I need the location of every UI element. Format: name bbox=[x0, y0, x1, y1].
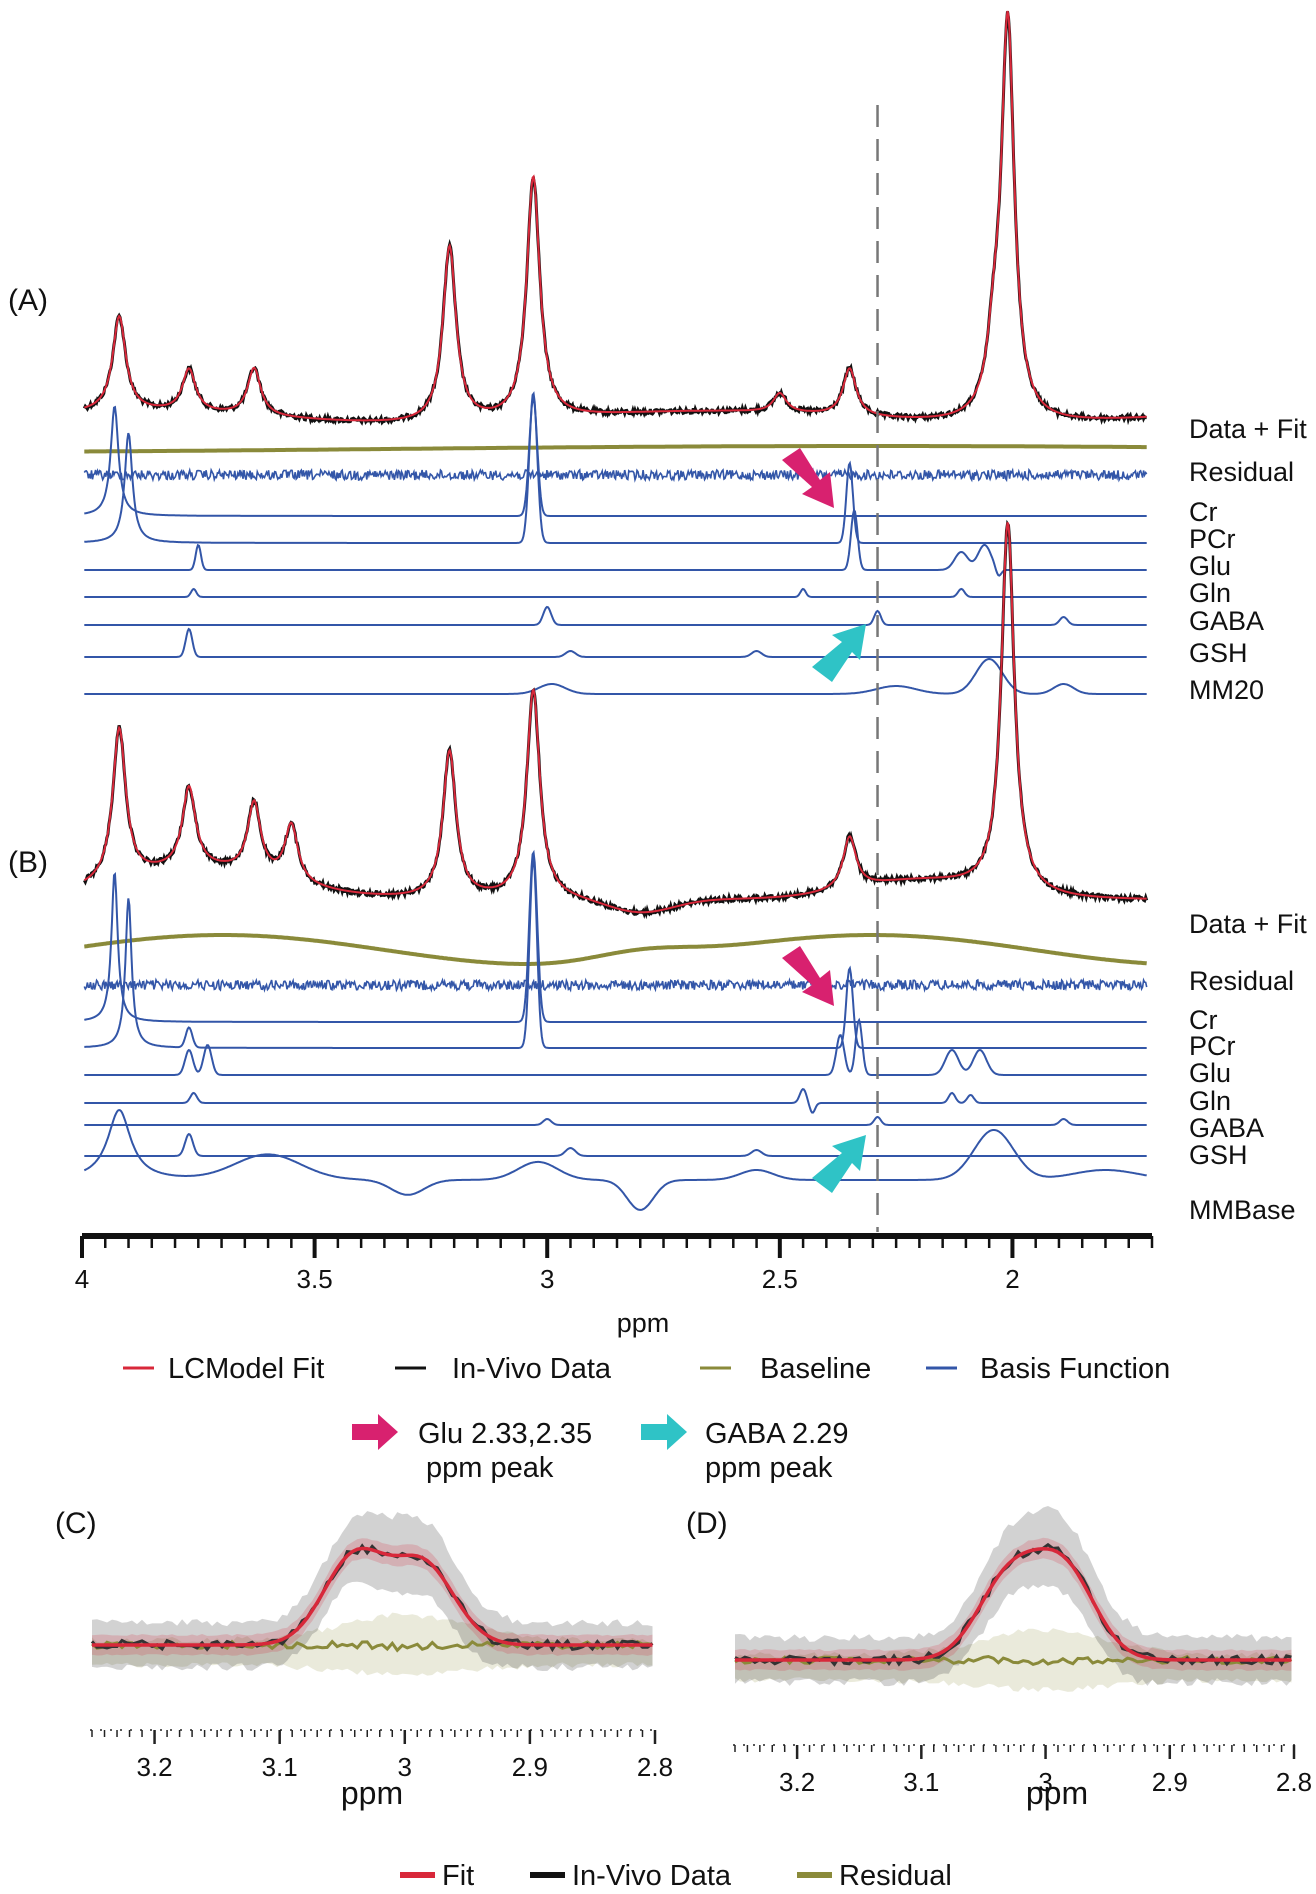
trace-b-basis-gsh bbox=[84, 1132, 1147, 1157]
trace-label-b-mmbase: MMBase bbox=[1189, 1195, 1296, 1225]
trace-label-a-glu: Glu bbox=[1189, 551, 1231, 581]
trace-label-b-glu: Glu bbox=[1189, 1058, 1231, 1088]
band-c-in-vivo-data bbox=[92, 1511, 653, 1671]
trace-b-basis-gln bbox=[84, 1087, 1147, 1114]
legend-bottom-label-in-vivo: In-Vivo Data bbox=[572, 1860, 732, 1892]
arrow-a-gaba-icon bbox=[812, 624, 866, 682]
trace-a-basis-cr bbox=[84, 396, 1147, 517]
trace-a-lcmodel-fit bbox=[84, 10, 1147, 422]
x-axis-c-tick-label: 2.9 bbox=[512, 1752, 548, 1782]
panel-b-trace-labels: Data + Fit Residual Cr PCr Glu Gln GABA … bbox=[1189, 909, 1307, 1225]
trace-label-b-gaba: GABA bbox=[1189, 1113, 1264, 1143]
trace-a-residual bbox=[83, 467, 1148, 484]
x-axis-c-tick-label: 2.8 bbox=[637, 1752, 673, 1782]
panel-b-plot bbox=[82, 519, 1149, 1211]
legend-bottom-label-residual: Residual bbox=[839, 1860, 952, 1892]
panel-a-plot bbox=[82, 10, 1148, 695]
legend-arrow-gaba-icon bbox=[641, 1414, 687, 1450]
x-axis-d-tick-label: 2.9 bbox=[1152, 1767, 1188, 1797]
trace-b-residual bbox=[83, 977, 1148, 993]
plot-area: 4 3.5 3 2.5 2 3.2 3.1 3 2.9 2.8 3.2 3.1 3 2.9 2.8 bbox=[75, 10, 1312, 1797]
trace-b-basis-pcr bbox=[84, 855, 1147, 1049]
trace-b-in-vivo-data bbox=[82, 519, 1149, 920]
panel-d-plot: 3.2 3.1 3 2.9 2.8 bbox=[733, 1506, 1312, 1797]
x-axis-d-tick-label: 2.8 bbox=[1276, 1767, 1312, 1797]
legend-arrow-glu-icon bbox=[352, 1414, 398, 1450]
trace-b-basis-glu bbox=[84, 1017, 1147, 1076]
legend-bottom-label-fit: Fit bbox=[442, 1860, 474, 1892]
legend-label-lcmodel-fit: LCModel Fit bbox=[168, 1353, 324, 1385]
trace-label-b-residual: Residual bbox=[1189, 966, 1294, 996]
trace-a-in-vivo-data bbox=[82, 11, 1147, 426]
panel-label-a: (A) bbox=[8, 284, 48, 317]
trace-label-a-cr: Cr bbox=[1189, 497, 1218, 527]
trace-label-b-data-fit: Data + Fit bbox=[1189, 909, 1307, 939]
trace-a-basis-pcr bbox=[84, 391, 1147, 544]
band-d-in-vivo-data bbox=[735, 1506, 1292, 1687]
x-axis-title-c: ppm bbox=[341, 1775, 403, 1811]
trace-a-basis-gaba bbox=[84, 605, 1147, 626]
legend-main: LCModel Fit In-Vivo Data Baseline Basis … bbox=[123, 1353, 1170, 1385]
trace-d-fit bbox=[735, 1546, 1292, 1662]
band-c-residual bbox=[92, 1612, 653, 1676]
trace-label-b-gsh: GSH bbox=[1189, 1140, 1248, 1170]
x-axis-c-tick-label: 3 bbox=[398, 1752, 412, 1782]
panel-label-b: (B) bbox=[8, 846, 48, 879]
legend-arrow-gaba-line2: ppm peak bbox=[705, 1452, 833, 1484]
legend-arrow-gaba-line1: GABA 2.29 bbox=[705, 1418, 849, 1450]
panel-label-c: (C) bbox=[55, 1507, 97, 1540]
x-axis-d-tick-label: 3 bbox=[1038, 1767, 1052, 1797]
x-axis-main-tick-label: 2.5 bbox=[762, 1264, 798, 1294]
panel-c-plot: 3.2 3.1 3 2.9 2.8 bbox=[90, 1511, 673, 1782]
trace-b-basis-cr bbox=[84, 849, 1147, 1023]
x-axis-main: 4 3.5 3 2.5 2 bbox=[75, 1233, 1154, 1294]
trace-label-a-gsh: GSH bbox=[1189, 638, 1248, 668]
trace-label-a-gln: Gln bbox=[1189, 578, 1231, 608]
trace-c-fit bbox=[92, 1546, 653, 1647]
trace-b-basis-mmbase bbox=[83, 1108, 1147, 1211]
x-axis-main-tick-label: 4 bbox=[75, 1264, 89, 1294]
legend-label-basis-function: Basis Function bbox=[980, 1353, 1170, 1385]
panel-label-d: (D) bbox=[686, 1507, 728, 1540]
trace-label-b-pcr: PCr bbox=[1189, 1031, 1236, 1061]
trace-a-basis-gln bbox=[84, 587, 1147, 598]
trace-a-basis-glu bbox=[84, 507, 1147, 577]
trace-label-a-data-fit: Data + Fit bbox=[1189, 414, 1307, 444]
trace-a-basis-mm20 bbox=[84, 657, 1147, 695]
x-axis-title-d: ppm bbox=[1026, 1775, 1088, 1811]
trace-b-basis-gaba bbox=[84, 1115, 1147, 1126]
arrow-a-glu-icon bbox=[782, 448, 834, 508]
trace-a-basis-gsh bbox=[84, 627, 1147, 658]
x-axis-main-tick-label: 3.5 bbox=[297, 1264, 333, 1294]
trace-label-a-pcr: PCr bbox=[1189, 524, 1236, 554]
band-d-residual bbox=[735, 1628, 1292, 1692]
trace-label-b-cr: Cr bbox=[1189, 1005, 1218, 1035]
trace-label-a-mm20: MM20 bbox=[1189, 675, 1264, 705]
panel-a-trace-labels: Data + Fit Residual Cr PCr Glu Gln GABA … bbox=[1189, 414, 1307, 705]
legend-label-baseline: Baseline bbox=[760, 1353, 871, 1385]
arrow-b-glu-icon bbox=[782, 946, 834, 1006]
x-axis-d-tick-label: 3.2 bbox=[779, 1767, 815, 1797]
x-axis-c-tick-label: 3.2 bbox=[136, 1752, 172, 1782]
trace-label-a-gaba: GABA bbox=[1189, 606, 1264, 636]
legend-arrow-glu-line2: ppm peak bbox=[426, 1452, 554, 1484]
legend-label-in-vivo-data: In-Vivo Data bbox=[452, 1353, 612, 1385]
trace-label-b-gln: Gln bbox=[1189, 1086, 1231, 1116]
trace-b-baseline bbox=[84, 933, 1147, 966]
legend-arrow-glu-line1: Glu 2.33,2.35 bbox=[418, 1418, 592, 1450]
legend-bottom: Fit In-Vivo Data Residual bbox=[400, 1860, 952, 1892]
trace-a-baseline bbox=[84, 444, 1147, 454]
x-axis-main-tick-label: 3 bbox=[540, 1264, 554, 1294]
arrow-b-gaba-icon bbox=[812, 1135, 866, 1193]
trace-b-lcmodel-fit bbox=[83, 522, 1147, 914]
x-axis-title-main: ppm bbox=[617, 1308, 670, 1338]
x-axis-c-tick-label: 3.1 bbox=[262, 1752, 298, 1782]
legend-arrows: Glu 2.33,2.35 ppm peak GABA 2.29 ppm pea… bbox=[352, 1414, 849, 1484]
x-axis-d-tick-label: 3.1 bbox=[903, 1767, 939, 1797]
trace-label-a-residual: Residual bbox=[1189, 457, 1294, 487]
x-axis-main-tick-label: 2 bbox=[1005, 1264, 1019, 1294]
